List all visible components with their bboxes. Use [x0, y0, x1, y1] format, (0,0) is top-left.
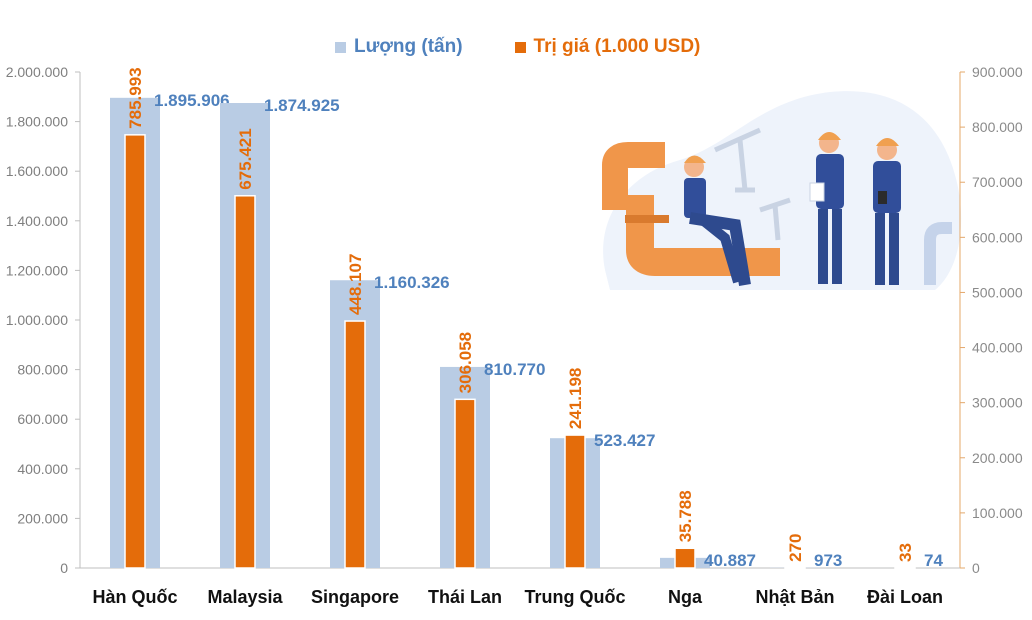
- quantity-data-label: 1.160.326: [374, 273, 450, 292]
- category-label: Nga: [668, 587, 703, 607]
- left-tick-label: 600.000: [17, 411, 68, 427]
- left-tick-label: 200.000: [17, 510, 68, 526]
- right-tick-label: 700.000: [972, 174, 1023, 190]
- legend-item-value: Trị giá (1.000 USD): [514, 36, 701, 58]
- quantity-data-label: 1.895.906: [154, 91, 230, 110]
- left-tick-label: 1.400.000: [6, 213, 68, 229]
- right-tick-label: 800.000: [972, 119, 1023, 135]
- value-data-label: 306.058: [456, 332, 475, 393]
- left-tick-label: 800.000: [17, 362, 68, 378]
- left-tick-label: 400.000: [17, 461, 68, 477]
- category-label: Thái Lan: [428, 587, 502, 607]
- left-tick-label: 1.800.000: [6, 114, 68, 130]
- value-bar: [124, 134, 146, 569]
- value-data-label: 241.198: [566, 368, 585, 429]
- oil-workers-icon: [602, 91, 962, 290]
- value-data-label: 448.107: [346, 254, 365, 315]
- right-tick-label: 200.000: [972, 450, 1023, 466]
- category-label: Trung Quốc: [525, 587, 626, 607]
- quantity-data-label: 810.770: [484, 360, 545, 379]
- right-tick-label: 0: [972, 560, 980, 576]
- left-tick-label: 0: [60, 560, 68, 576]
- value-data-label: 785.993: [126, 67, 145, 128]
- legend-swatch-value: [514, 41, 526, 53]
- category-label: Hàn Quốc: [92, 587, 177, 607]
- left-tick-label: 1.200.000: [6, 262, 68, 278]
- chart-marks: 1.895.906 785.993 Hàn Quốc 1.874.925 675.421…: [92, 67, 943, 607]
- value-bar: [564, 434, 586, 569]
- right-tick-label: 400.000: [972, 340, 1023, 356]
- quantity-data-label: 74: [924, 551, 943, 570]
- right-tick-label: 600.000: [972, 229, 1023, 245]
- value-data-label: 35.788: [676, 490, 695, 542]
- value-data-label: 270: [786, 533, 805, 561]
- value-bar: [234, 195, 256, 569]
- category-label: Malaysia: [207, 587, 283, 607]
- legend-swatch-quantity: [335, 41, 346, 53]
- left-tick-label: 1.600.000: [6, 163, 68, 179]
- value-bar: [344, 320, 366, 569]
- value-bar: [454, 398, 476, 569]
- quantity-data-label: 523.427: [594, 431, 655, 450]
- left-tick-label: 1.000.000: [6, 312, 68, 328]
- chart-legend: Lượng (tấn) Trị giá (1.000 USD): [335, 36, 700, 58]
- value-data-label: 33: [896, 543, 915, 562]
- category-label: Singapore: [311, 587, 399, 607]
- legend-label-quantity: Lượng (tấn): [354, 36, 463, 57]
- value-data-label: 675.421: [236, 128, 255, 189]
- quantity-data-label: 1.874.925: [264, 96, 340, 115]
- right-tick-label: 300.000: [972, 395, 1023, 411]
- right-tick-label: 100.000: [972, 505, 1023, 521]
- right-tick-label: 500.000: [972, 284, 1023, 300]
- category-label: Đài Loan: [867, 587, 943, 607]
- legend-label-value: Trị giá (1.000 USD): [533, 36, 701, 57]
- value-bar: [674, 547, 696, 569]
- quantity-data-label: 973: [814, 551, 842, 570]
- legend-item-quantity: Lượng (tấn): [335, 36, 463, 58]
- right-tick-label: 900.000: [972, 64, 1023, 80]
- quantity-data-label: 40.887: [704, 551, 756, 570]
- left-tick-label: 2.000.000: [6, 64, 68, 80]
- category-label: Nhật Bản: [755, 587, 834, 607]
